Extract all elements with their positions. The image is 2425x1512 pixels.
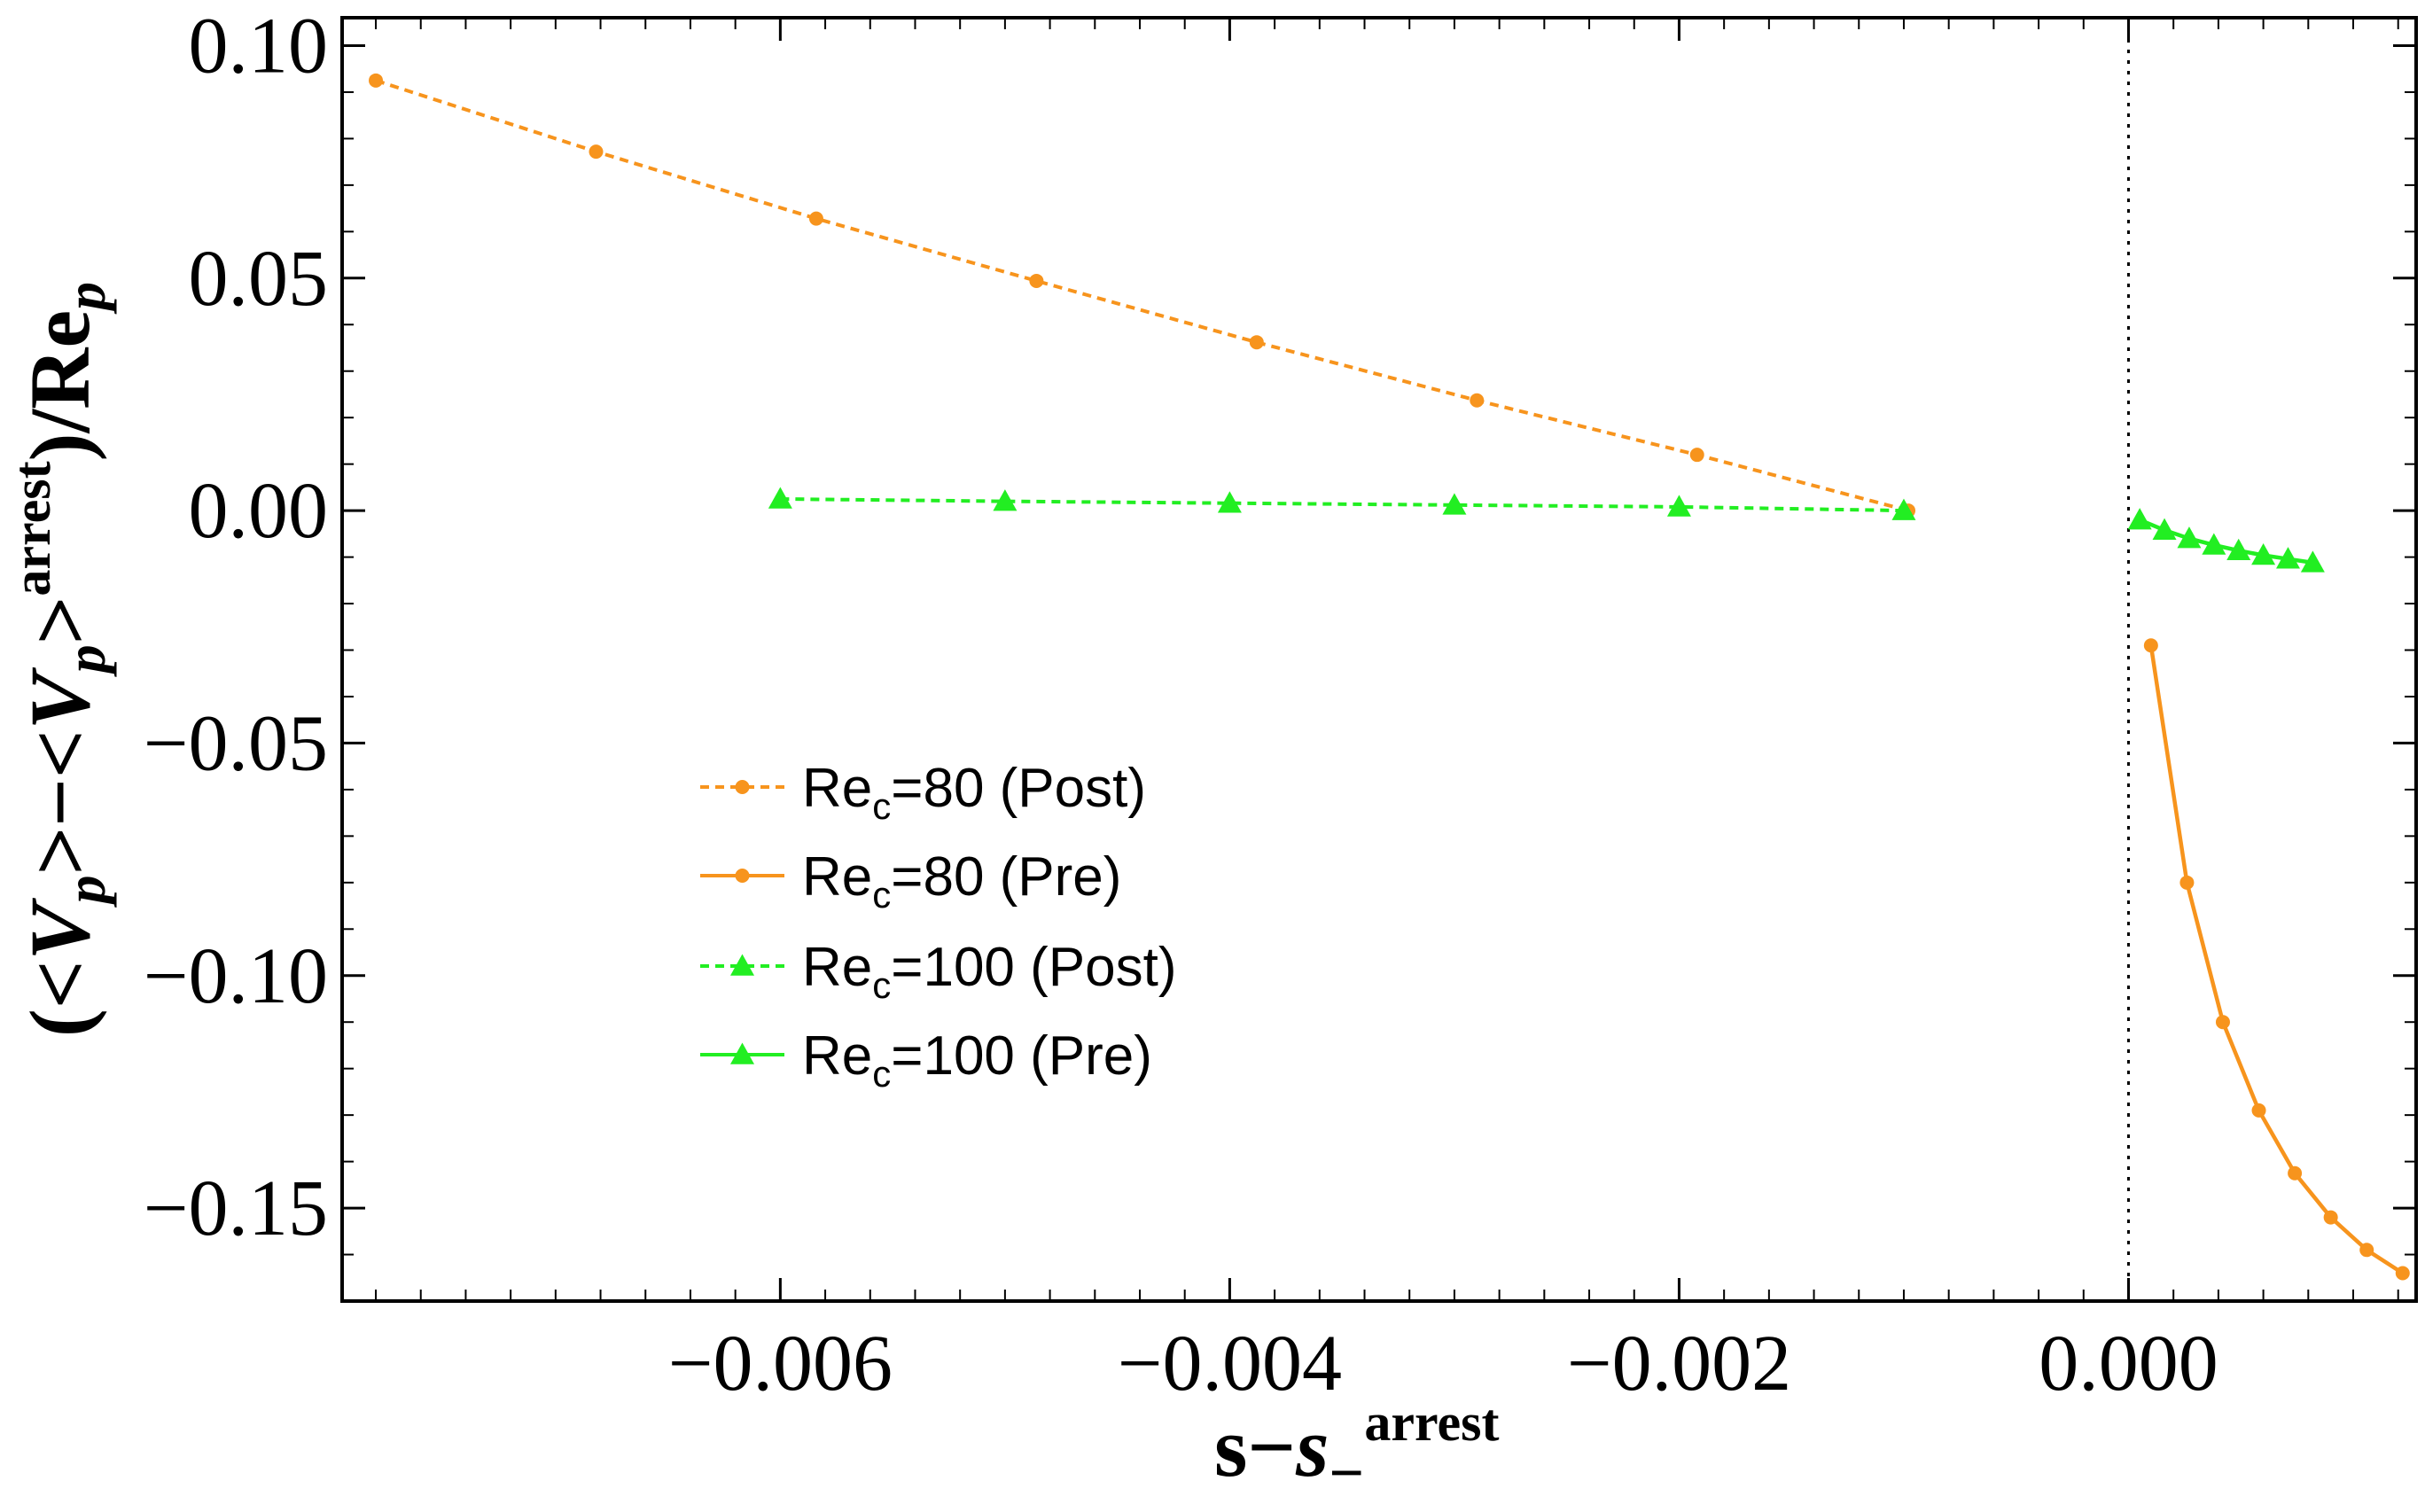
data-point [589, 144, 604, 160]
x-tick-labels: −0.006 −0.004 −0.002 0.000 [668, 1320, 2218, 1407]
data-point [1217, 491, 1242, 513]
series-layer [369, 73, 2410, 1281]
data-point [2226, 538, 2251, 561]
series-line [780, 497, 1905, 513]
data-point [2275, 547, 2300, 569]
data-point [2251, 542, 2276, 565]
y-tick-label: 0.00 [189, 467, 329, 555]
x-tick-label: −0.004 [1118, 1320, 1342, 1407]
series-line [2148, 644, 2405, 1275]
data-point [2251, 1103, 2266, 1118]
data-point [2127, 508, 2152, 530]
minor-ticks [342, 18, 2416, 1302]
legend: Rec=80 (Post) Rec=80 (Pre) Rec=100 (Post) R… [700, 758, 1177, 1095]
legend-swatch-marker [730, 1042, 754, 1064]
legend-label: Rec=100 (Pre) [802, 1025, 1152, 1095]
x-tick-label: −0.002 [1567, 1320, 1791, 1407]
data-point [369, 73, 384, 88]
legend-swatch-marker [730, 954, 754, 976]
plot-frame [340, 16, 2418, 1303]
y-tick-label: −0.15 [144, 1165, 328, 1252]
data-point [768, 487, 792, 509]
legend-item: Rec=80 (Post) [700, 758, 1146, 827]
data-point [2202, 533, 2226, 555]
series-1 [2143, 638, 2410, 1281]
data-point [1470, 393, 1485, 408]
data-point [2288, 1165, 2303, 1181]
series-line [375, 78, 1909, 513]
data-point [1891, 498, 1916, 520]
y-tick-label: 0.10 [189, 2, 329, 90]
legend-label: Rec=80 (Pre) [802, 846, 1121, 916]
y-axis-title: (<Vp>−<Vp>arrest)/Rep [3, 282, 117, 1037]
legend-item: Rec=100 (Pre) [700, 1025, 1152, 1095]
data-point [2300, 550, 2325, 573]
y-tick-label: 0.05 [189, 235, 329, 323]
y-tick-label: −0.10 [144, 932, 328, 1020]
y-tick-labels: 0.10 0.05 0.00 −0.05 −0.10 −0.15 [144, 2, 328, 1252]
x-tick-label: −0.006 [668, 1320, 893, 1407]
data-point [2215, 1015, 2230, 1030]
major-ticks [342, 18, 2416, 1301]
legend-swatch-marker [735, 780, 750, 794]
x-axis-title: s−s−arrest [1214, 1393, 1499, 1508]
data-point [993, 489, 1018, 511]
data-point [2177, 526, 2202, 549]
series-3 [2127, 508, 2325, 573]
data-point [1249, 335, 1264, 350]
legend-item: Rec=80 (Pre) [700, 846, 1121, 916]
data-point [1029, 273, 1044, 288]
data-point [2143, 638, 2158, 653]
y-tick-label: −0.05 [144, 699, 328, 787]
legend-label: Rec=100 (Post) [802, 937, 1177, 1006]
data-point [1689, 448, 1704, 463]
data-point [2323, 1210, 2338, 1225]
legend-swatch-marker [735, 869, 750, 883]
data-point [2359, 1243, 2374, 1258]
data-point [808, 211, 823, 226]
x-tick-label: 0.000 [2039, 1320, 2218, 1407]
data-point [2395, 1266, 2410, 1281]
data-point [2152, 518, 2177, 540]
series-2 [768, 487, 1916, 520]
data-point [1442, 493, 1467, 515]
legend-item: Rec=100 (Post) [700, 937, 1177, 1006]
legend-label: Rec=80 (Post) [802, 758, 1146, 827]
data-point [1666, 495, 1691, 517]
data-point [2179, 875, 2195, 890]
series-0 [369, 73, 1916, 518]
